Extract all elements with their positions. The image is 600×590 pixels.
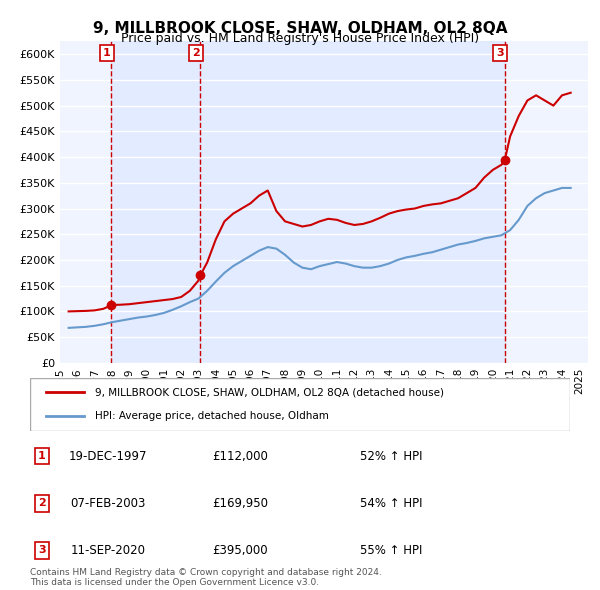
Bar bbox=[112, 41, 200, 363]
Text: 11-SEP-2020: 11-SEP-2020 bbox=[71, 544, 146, 557]
Text: 2: 2 bbox=[38, 499, 46, 508]
Text: 19-DEC-1997: 19-DEC-1997 bbox=[69, 450, 147, 463]
Text: 07-FEB-2003: 07-FEB-2003 bbox=[70, 497, 146, 510]
Text: 1: 1 bbox=[103, 48, 110, 58]
Text: 2: 2 bbox=[192, 48, 200, 58]
Text: 54% ↑ HPI: 54% ↑ HPI bbox=[360, 497, 422, 510]
Text: 52% ↑ HPI: 52% ↑ HPI bbox=[360, 450, 422, 463]
Bar bbox=[200, 41, 505, 363]
Text: 9, MILLBROOK CLOSE, SHAW, OLDHAM, OL2 8QA (detached house): 9, MILLBROOK CLOSE, SHAW, OLDHAM, OL2 8Q… bbox=[95, 388, 444, 398]
Text: Price paid vs. HM Land Registry's House Price Index (HPI): Price paid vs. HM Land Registry's House … bbox=[121, 32, 479, 45]
Text: HPI: Average price, detached house, Oldham: HPI: Average price, detached house, Oldh… bbox=[95, 411, 329, 421]
Text: 9, MILLBROOK CLOSE, SHAW, OLDHAM, OL2 8QA: 9, MILLBROOK CLOSE, SHAW, OLDHAM, OL2 8Q… bbox=[93, 21, 507, 35]
FancyBboxPatch shape bbox=[30, 378, 570, 431]
Text: 3: 3 bbox=[496, 48, 503, 58]
Text: 3: 3 bbox=[38, 546, 46, 555]
Text: Contains HM Land Registry data © Crown copyright and database right 2024.
This d: Contains HM Land Registry data © Crown c… bbox=[30, 568, 382, 587]
Text: 55% ↑ HPI: 55% ↑ HPI bbox=[360, 544, 422, 557]
Text: £112,000: £112,000 bbox=[212, 450, 268, 463]
Text: £395,000: £395,000 bbox=[212, 544, 268, 557]
Text: £169,950: £169,950 bbox=[212, 497, 268, 510]
Text: 1: 1 bbox=[38, 451, 46, 461]
